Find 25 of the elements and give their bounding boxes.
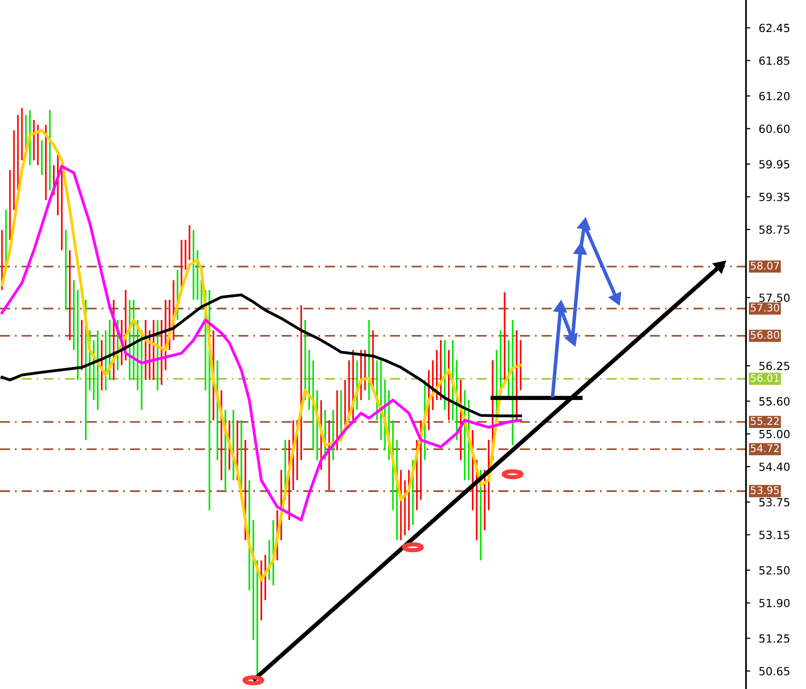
y-tick-label: 61.20 [759,92,790,100]
y-tick-label: 58.75 [759,225,790,234]
y-tick-label: 60.60 [759,124,790,134]
ref-line-label: 56.01 [750,374,779,382]
ref-line-label: 55.22 [750,417,779,425]
y-tick-label: 52.50 [759,566,790,575]
ref-line-label: 53.95 [750,486,779,494]
y-tick-label: 57.50 [759,294,790,302]
ref-line-label: 56.80 [750,330,780,339]
y-tick-label: 61.85 [759,56,790,65]
y-tick-label: 53.15 [759,530,790,540]
ref-line-label: 58.07 [750,262,779,270]
ref-line-label: 57.30 [750,304,780,312]
y-tick-label: 59.95 [759,160,790,168]
y-tick-label: 59.35 [759,192,790,202]
y-tick-label: 51.25 [759,634,790,643]
y-tick-label: 62.45 [759,24,790,32]
y-tick-label: 55.60 [759,397,790,406]
ref-line-label: 54.72 [750,444,779,452]
y-tick-label: 56.25 [759,362,790,370]
y-tick-label: 53.75 [759,498,790,506]
y-tick-label: 55.00 [759,430,790,438]
y-tick-label: 54.40 [759,462,790,471]
y-tick-label: 51.90 [759,598,790,608]
y-tick-label: 50.65 [759,666,790,676]
